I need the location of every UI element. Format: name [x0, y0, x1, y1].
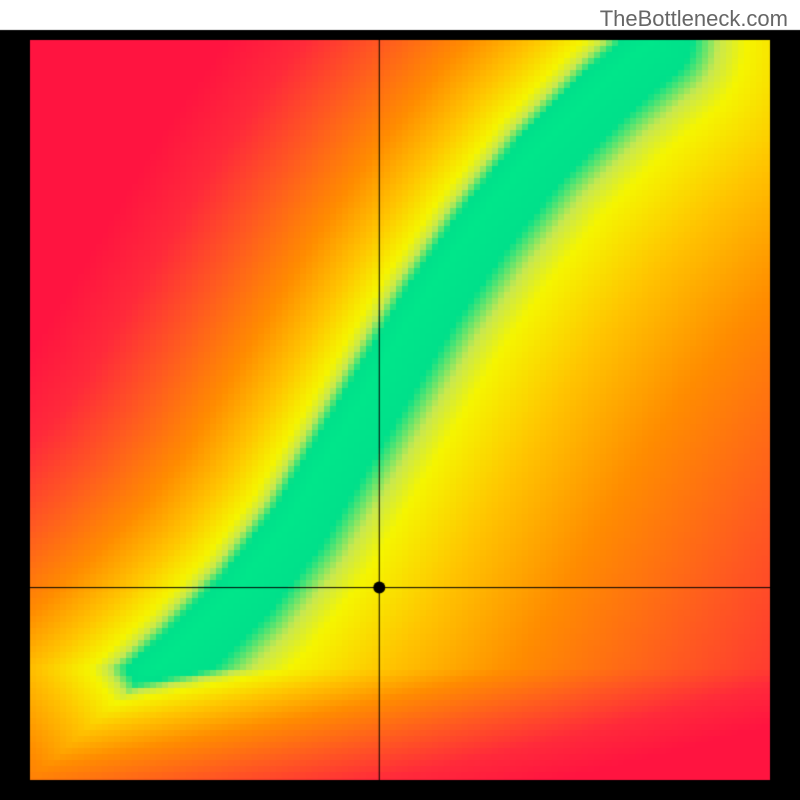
- chart-container: TheBottleneck.com: [0, 0, 800, 800]
- heatmap-canvas: [0, 0, 800, 800]
- watermark-text: TheBottleneck.com: [600, 6, 788, 32]
